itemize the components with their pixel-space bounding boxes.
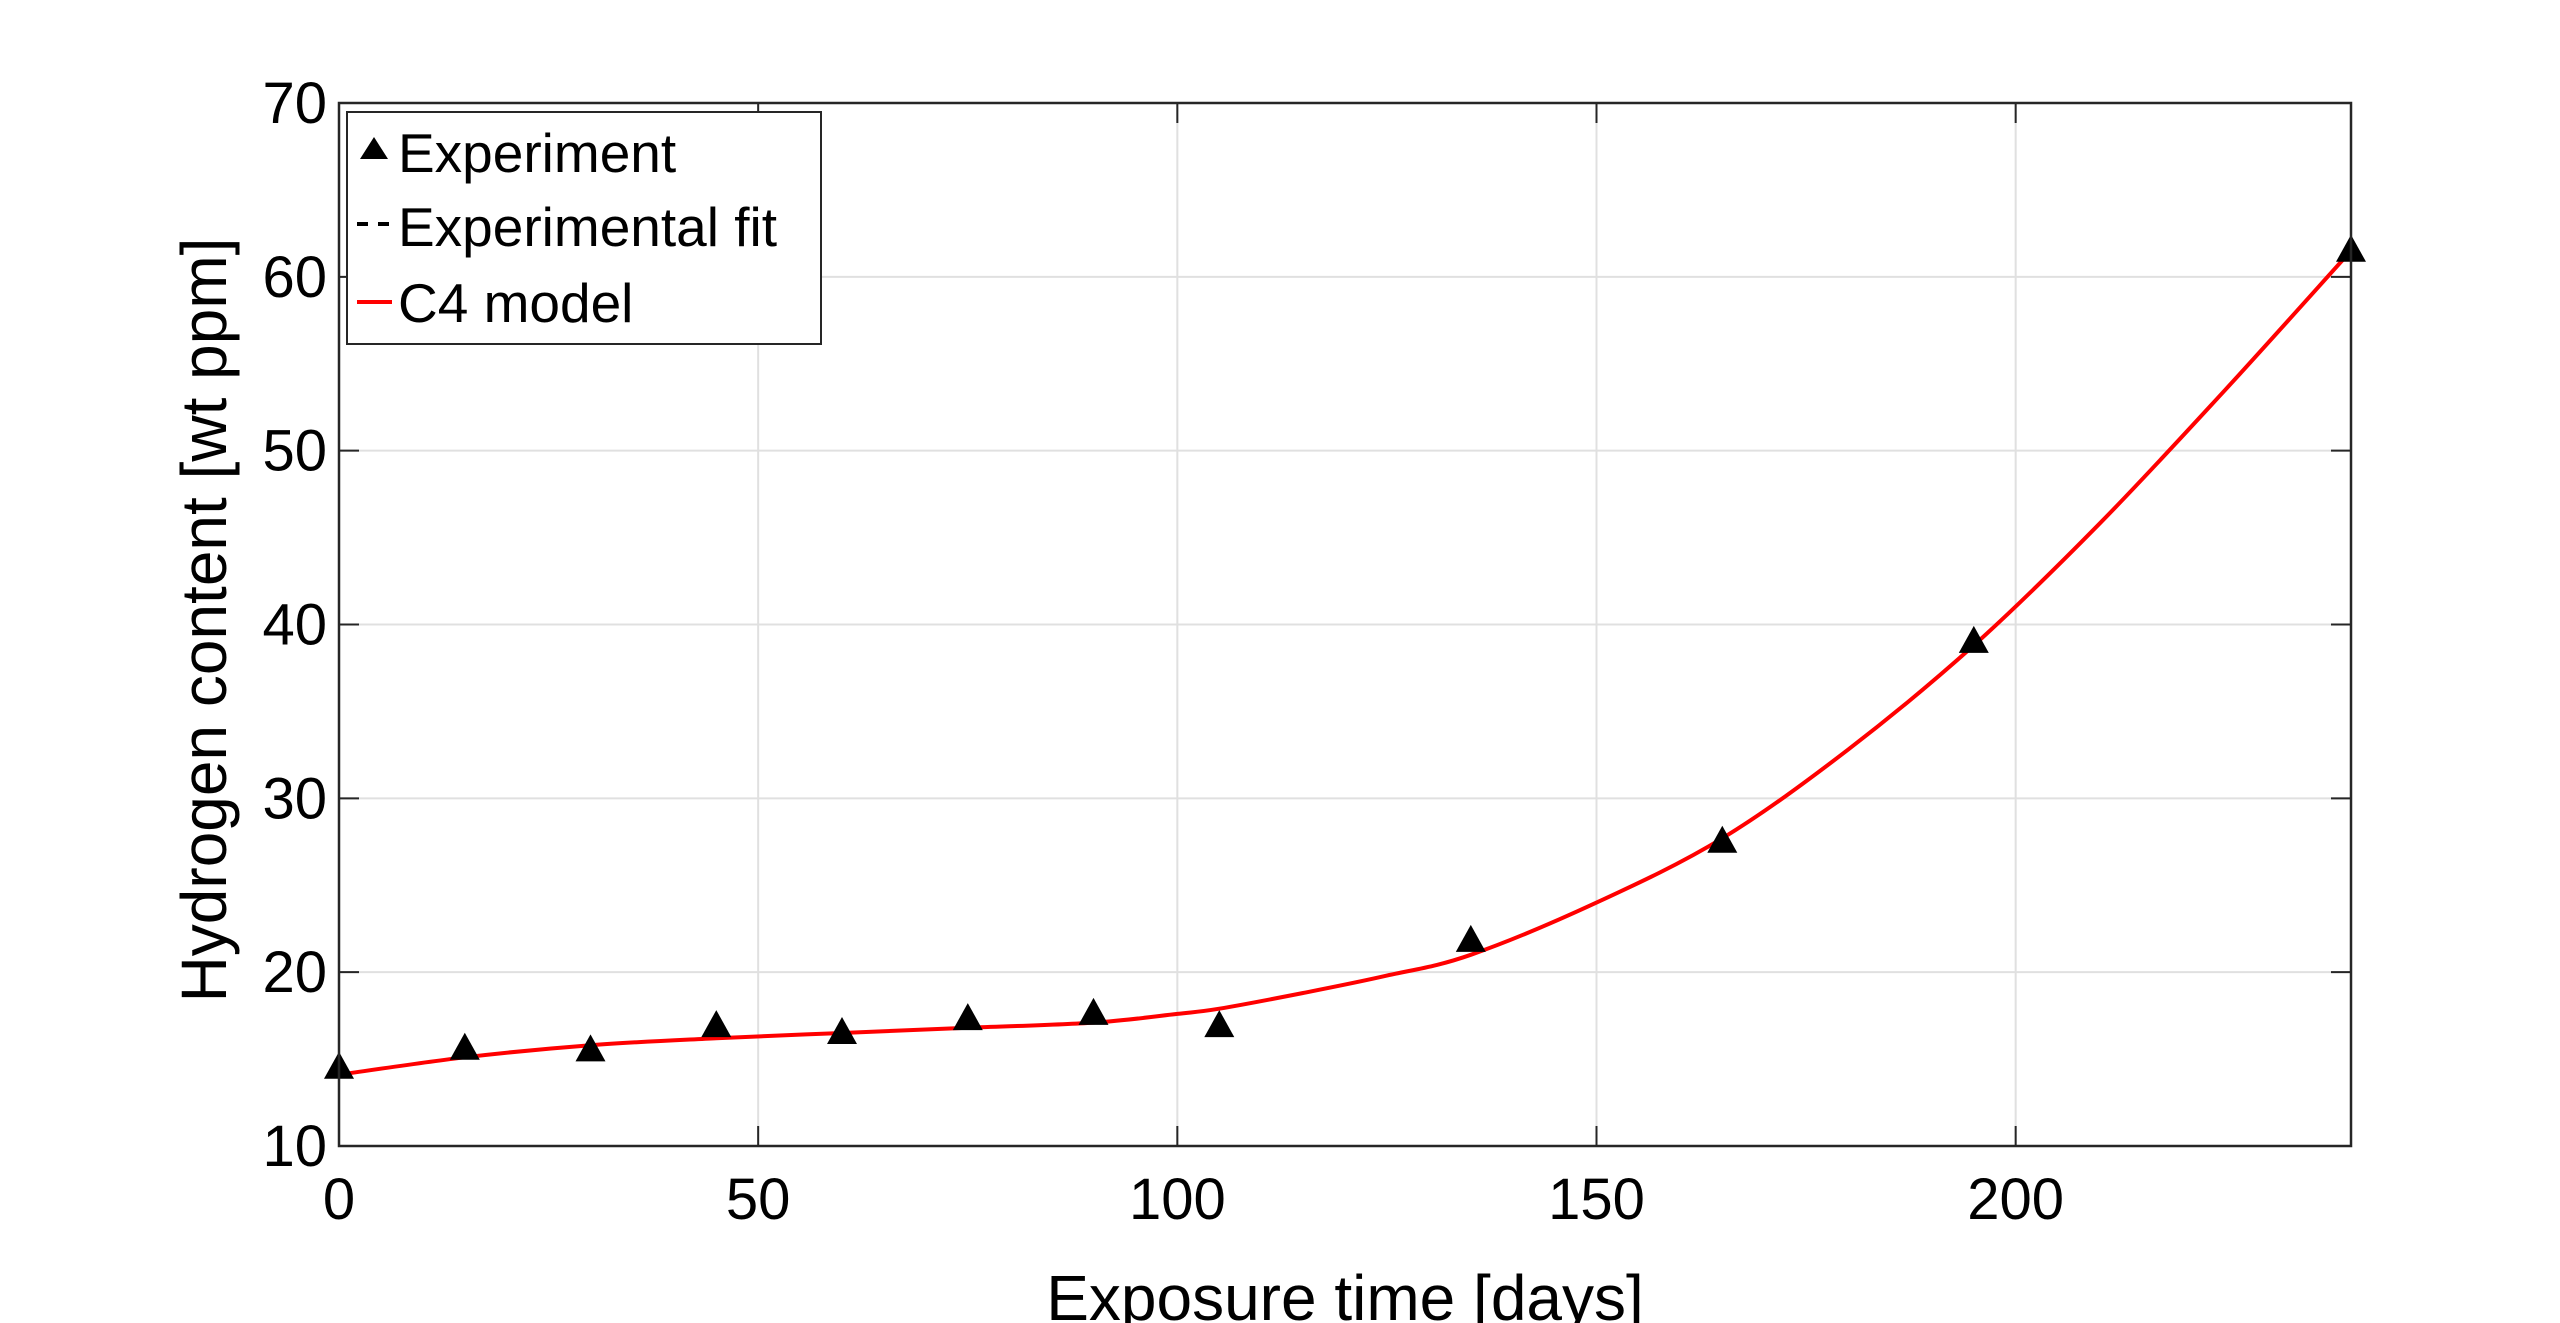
tick-labels: 0 50 100 150 200 10 20 30 40 50 60 70 (262, 71, 2064, 1232)
legend: Experiment Experimental fit C4 model (346, 111, 822, 345)
x-tick-label: 0 (323, 1167, 355, 1232)
legend-experiment-marker (360, 137, 388, 159)
series-line (338, 249, 2353, 1077)
data-point (827, 1017, 857, 1044)
y-tick-label: 10 (262, 1114, 327, 1179)
x-tick-label: 50 (726, 1167, 791, 1232)
y-axis-label: Hydrogen content [wt ppm] (168, 238, 240, 1003)
data-point (1707, 825, 1738, 853)
x-tick-label: 200 (1967, 1167, 2064, 1232)
data-point (575, 1034, 606, 1062)
series-layer (324, 234, 2366, 1079)
legend-box (346, 111, 822, 345)
legend-experimental-fit-label: Experimental fit (398, 196, 777, 258)
data-point (701, 1010, 732, 1038)
data-point (1204, 1010, 1235, 1038)
data-point (1455, 924, 1486, 952)
legend-c4-model-label: C4 model (398, 272, 633, 334)
x-tick-label: 100 (1129, 1167, 1226, 1232)
x-axis-label: Exposure time [days] (1046, 1262, 1644, 1323)
data-point (952, 1003, 983, 1031)
legend-experiment-label: Experiment (398, 122, 676, 184)
x-tick-label: 150 (1548, 1167, 1645, 1232)
y-tick-label: 40 (262, 593, 327, 658)
data-point (1958, 625, 1989, 653)
data-point (449, 1032, 480, 1060)
y-tick-label: 70 (262, 71, 327, 136)
y-tick-label: 50 (262, 419, 327, 484)
data-point (1078, 997, 1109, 1025)
y-tick-label: 30 (262, 766, 327, 831)
y-tick-label: 20 (262, 940, 327, 1005)
y-tick-label: 60 (262, 245, 327, 310)
